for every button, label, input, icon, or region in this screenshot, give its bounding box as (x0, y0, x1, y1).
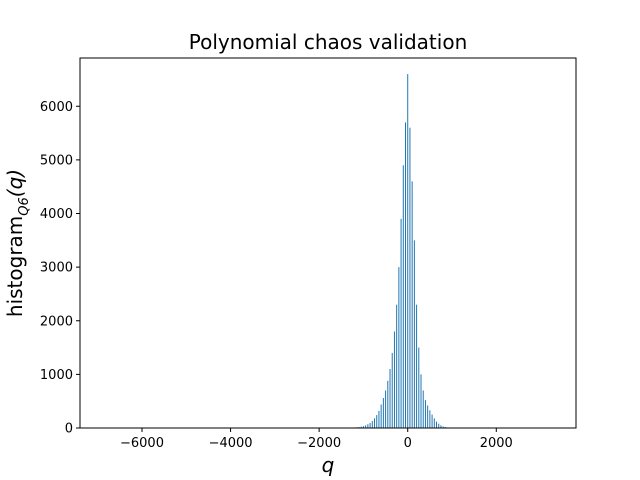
histogram-bar (418, 347, 420, 428)
histogram-bar (360, 426, 362, 428)
x-tick-label: 2000 (480, 436, 513, 451)
histogram-bars (349, 74, 453, 428)
histogram-bar (362, 426, 364, 428)
histogram-bar (380, 404, 382, 428)
y-tick-label: 0 (65, 422, 73, 437)
histogram-bar (431, 414, 433, 428)
histogram-bar (389, 369, 391, 428)
histogram-bar (442, 426, 444, 428)
histogram-bar (365, 425, 367, 428)
x-tick-label: −4000 (209, 436, 253, 451)
histogram-bar (424, 400, 426, 428)
histogram-bar (387, 380, 389, 428)
histogram-bar (371, 421, 373, 428)
histogram-bar (409, 127, 411, 428)
plot-frame (79, 57, 577, 429)
histogram-bar (367, 424, 369, 428)
y-axis-label-argument: (q) (3, 169, 27, 197)
histogram-bar (433, 418, 435, 428)
histogram-bar (427, 405, 429, 428)
y-axis-label-main: histogram (3, 216, 27, 317)
x-axis-label: q (322, 453, 335, 477)
x-axis-ticks: −6000 −4000 −2000 0 2000 (120, 428, 513, 451)
histogram-bar (400, 218, 402, 428)
histogram-bar (407, 74, 409, 428)
y-tick-label: 6000 (40, 100, 73, 115)
y-tick-label: 3000 (40, 261, 73, 276)
histogram-bar (440, 425, 442, 428)
histogram-bar (374, 418, 376, 428)
y-tick-label: 1000 (40, 368, 73, 383)
histogram-bar (416, 304, 418, 428)
y-axis-ticks: 0 1000 2000 3000 4000 5000 6000 (40, 100, 80, 437)
histogram-bar (411, 181, 413, 428)
histogram-bar (376, 415, 378, 428)
histogram-bar (391, 352, 393, 428)
chart-title: Polynomial chaos validation (189, 30, 468, 54)
y-axis-label: histogramQ6(q) (3, 169, 32, 317)
x-tick-label: −2000 (297, 436, 341, 451)
histogram-bar (405, 122, 407, 428)
histogram-bar (393, 331, 395, 428)
histogram-bar (438, 423, 440, 428)
histogram-bar (413, 240, 415, 428)
histogram-bar (402, 165, 404, 428)
histogram-bar (369, 422, 371, 428)
y-tick-label: 5000 (40, 153, 73, 168)
histogram-bar (398, 267, 400, 428)
x-tick-label: −6000 (120, 436, 164, 451)
histogram-bar (420, 374, 422, 428)
y-tick-label: 2000 (40, 314, 73, 329)
histogram-bar (429, 410, 431, 428)
histogram-bar (385, 390, 387, 428)
x-tick-label: 0 (404, 436, 412, 451)
histogram-bar (436, 421, 438, 428)
y-tick-label: 4000 (40, 207, 73, 222)
y-axis-label-subscript: Q6 (17, 197, 32, 216)
histogram-bar (422, 390, 424, 428)
histogram-bar (378, 410, 380, 428)
histogram-bar (396, 304, 398, 428)
histogram-bar (382, 397, 384, 428)
